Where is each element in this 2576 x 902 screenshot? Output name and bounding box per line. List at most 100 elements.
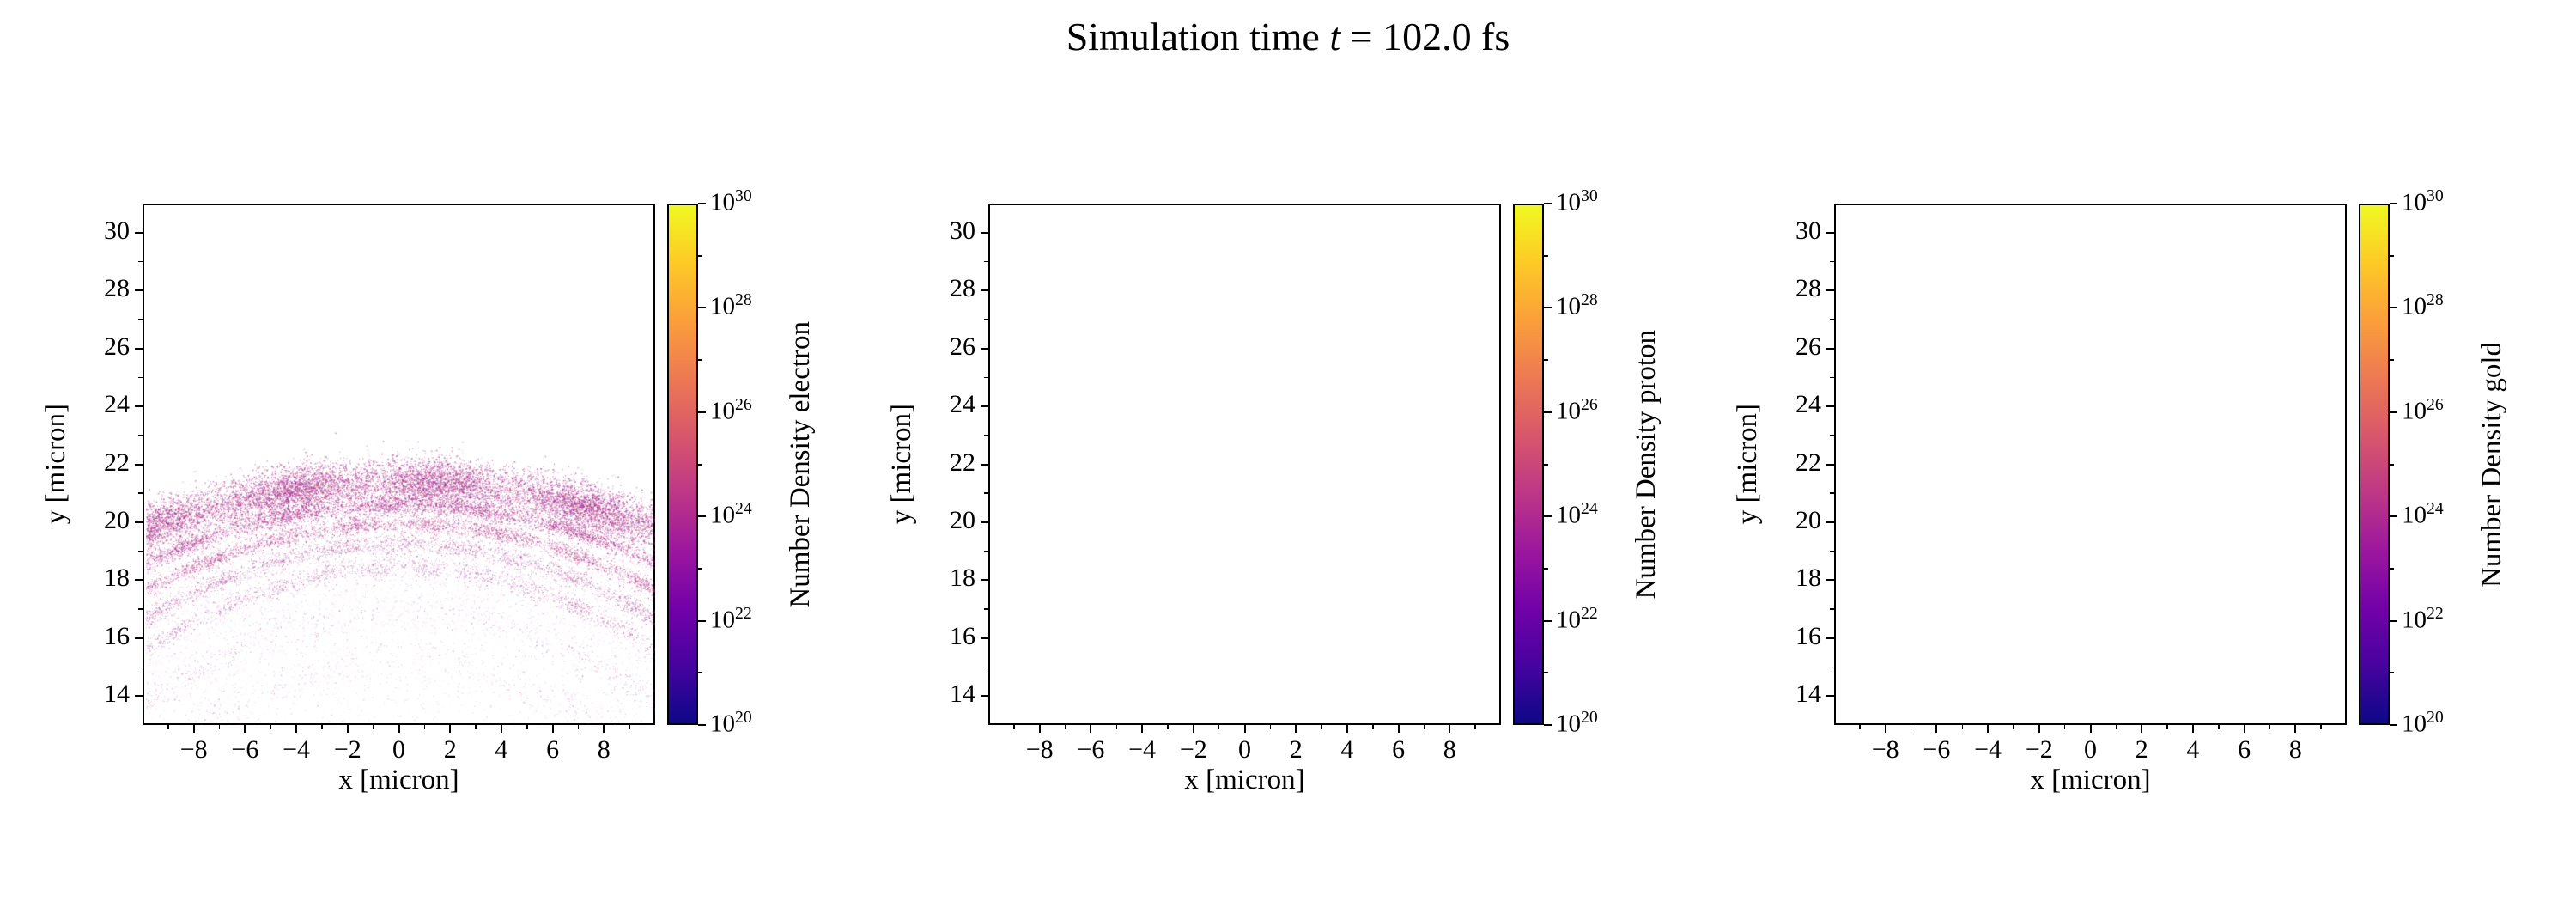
colorbar-major-tick (698, 307, 706, 309)
colorbar-electron (667, 204, 698, 725)
y-major-tick (1826, 521, 1834, 523)
y-minor-tick (984, 319, 988, 320)
y-minor-tick (138, 435, 143, 436)
y-tick-label: 28 (104, 274, 130, 303)
y-minor-tick (138, 376, 143, 379)
x-major-tick (2089, 725, 2092, 733)
x-minor-tick (1269, 725, 1272, 729)
x-tick-label: 8 (1443, 735, 1456, 764)
x-minor-tick (1218, 725, 1220, 729)
x-minor-tick (1115, 725, 1117, 729)
y-major-tick (135, 637, 143, 639)
x-minor-tick (321, 725, 323, 729)
y-major-tick (981, 347, 988, 350)
y-tick-label: 16 (104, 621, 130, 650)
x-tick-label: 8 (597, 735, 611, 764)
x-tick-label: −2 (333, 735, 361, 764)
x-minor-tick (2320, 725, 2322, 729)
plot-axes-gold (1834, 204, 2347, 725)
colorbar-gold (2359, 204, 2390, 725)
y-minor-tick (138, 319, 143, 320)
colorbar-major-tick (1544, 411, 1552, 413)
x-tick-label: 0 (2084, 735, 2097, 764)
y-minor-tick (1830, 550, 1834, 552)
x-major-tick (2243, 725, 2245, 733)
colorbar-column-gold: 1020 1022 1024 1026 1028 1030 (2359, 186, 2444, 738)
y-axis-label-box-electron: y [micron] (36, 204, 76, 725)
colorbar-tick-label: 1028 (2402, 290, 2444, 321)
y-major-tick (1826, 463, 1834, 466)
y-major-tick (135, 231, 143, 234)
y-tick-label: 24 (104, 390, 130, 419)
x-major-tick (500, 725, 502, 733)
y-axis-label-gold: y [micron] (1731, 404, 1763, 525)
x-minor-tick (1013, 725, 1015, 729)
x-minor-tick (1859, 725, 1861, 729)
colorbar-minor-tick (2390, 254, 2394, 257)
x-minor-tick (423, 725, 426, 729)
y-major-tick (135, 405, 143, 408)
x-major-tick (1397, 725, 1400, 733)
x-major-tick (1449, 725, 1451, 733)
y-tick-label: 24 (1795, 390, 1821, 419)
axes-area-gold: −8 −6 −4 −2 0 2 4 6 8 14 16 18 20 22 24 26 28 30 (1795, 204, 2347, 764)
colorbar-minor-tick (2390, 567, 2394, 570)
y-tick-label: 20 (104, 505, 130, 534)
y-axis-label-proton: y [micron] (885, 404, 917, 525)
y-minor-tick (1830, 319, 1834, 320)
panel-proton: y [micron] −8 −6 −4 −2 0 2 4 6 8 14 16 18 20 22 24 26 28… (882, 186, 1666, 796)
colorbar-minor-tick (698, 672, 702, 674)
x-tick-label: 4 (1340, 735, 1354, 764)
y-minor-tick (984, 260, 988, 263)
y-minor-tick (1830, 376, 1834, 379)
x-tick-label: 6 (546, 735, 560, 764)
x-axis-label-electron: x [micron] (338, 765, 459, 795)
y-tick-label: 14 (104, 680, 130, 709)
x-axis-label-gold: x [micron] (2030, 765, 2151, 795)
colorbar-minor-tick (2390, 463, 2394, 466)
y-tick-label: 22 (104, 448, 130, 477)
colorbar-column-proton: 1020 1022 1024 1026 1028 1030 (1513, 186, 1598, 738)
colorbar-area-electron: 1020 1022 1024 1026 1028 1030 (667, 186, 752, 738)
y-minor-tick (984, 435, 988, 436)
y-axis-label-box-proton: y [micron] (882, 204, 921, 725)
axes-area-electron: −8 −6 −4 −2 0 2 4 6 8 14 16 18 20 22 24 26 28 30 (104, 204, 655, 764)
x-minor-tick (1423, 725, 1425, 729)
colorbar-major-tick (1544, 203, 1552, 204)
colorbar-major-tick (2390, 203, 2397, 204)
y-minor-tick (1830, 608, 1834, 610)
title-suffix: = 102.0 fs (1340, 15, 1510, 58)
x-tick-label: 6 (2238, 735, 2251, 764)
y-tick-label: 26 (950, 332, 975, 361)
x-minor-tick (2269, 725, 2271, 729)
x-tick-label: −8 (1871, 735, 1899, 764)
colorbar-minor-tick (698, 567, 702, 570)
title-prefix: Simulation time (1066, 15, 1330, 58)
plot-axes-electron (143, 204, 655, 725)
x-major-tick (2141, 725, 2143, 733)
y-tick-label: 30 (1795, 216, 1821, 245)
electron-density-scatter (146, 207, 655, 725)
y-tick-label: 18 (1795, 564, 1821, 593)
y-tick-label: 24 (950, 390, 975, 419)
y-tick-label: 14 (950, 680, 975, 709)
colorbar-minor-tick (698, 254, 702, 257)
colorbar-label-gold: Number Density gold (2476, 341, 2507, 588)
colorbar-major-tick (1544, 307, 1552, 309)
x-minor-tick (475, 725, 477, 729)
x-major-tick (2191, 725, 2194, 733)
x-major-tick (1987, 725, 1990, 733)
x-tick-label: 4 (2186, 735, 2200, 764)
proton-density-scatter (992, 207, 1501, 725)
colorbar-label-box-proton: Number Density proton (1626, 204, 1666, 725)
x-major-tick (192, 725, 195, 733)
y-major-tick (981, 637, 988, 639)
x-major-tick (1038, 725, 1041, 733)
colorbar-major-tick (2390, 307, 2397, 309)
x-tick-label: 2 (1289, 735, 1303, 764)
y-major-tick (1826, 695, 1834, 698)
x-tick-label: 4 (495, 735, 508, 764)
y-tick-label: 16 (950, 621, 975, 650)
x-minor-tick (2013, 725, 2014, 729)
gold-density-scatter (1838, 207, 2347, 725)
